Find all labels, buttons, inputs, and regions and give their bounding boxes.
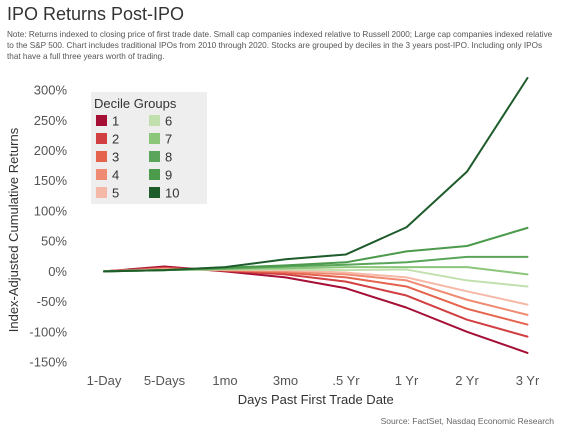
legend-label-5: 5	[112, 186, 119, 201]
y-tick-label: 0%	[48, 264, 67, 279]
source-note: Source: FactSet, Nasdaq Economic Researc…	[380, 416, 554, 426]
legend-label-7: 7	[165, 132, 172, 147]
legend-label-8: 8	[165, 150, 172, 165]
y-axis-title: Index-Adjusted Cumulative Returns	[6, 127, 21, 332]
series-lines	[103, 77, 529, 354]
x-tick-label: 1-Day	[87, 373, 122, 388]
legend-swatch-10	[149, 187, 160, 198]
legend-background	[91, 92, 207, 204]
series-line-2	[103, 266, 529, 338]
legend-swatch-3	[96, 151, 107, 162]
legend-swatch-2	[96, 133, 107, 144]
y-tick-label: 200%	[34, 143, 68, 158]
x-tick-label: 1 Yr	[395, 373, 419, 388]
legend-title: Decile Groups	[94, 96, 177, 111]
y-tick-label: -50%	[37, 294, 68, 309]
legend-label-10: 10	[165, 186, 179, 201]
y-tick-label: 250%	[34, 113, 68, 128]
x-tick-label: 1mo	[212, 373, 237, 388]
legend-swatch-9	[149, 169, 160, 180]
x-axis-title: Days Past First Trade Date	[238, 392, 394, 407]
legend-swatch-5	[96, 187, 107, 198]
y-tick-label: -100%	[29, 324, 67, 339]
y-axis: -150% -100% -50% 0% 50% 100% 150% 200% 250% 300%	[29, 83, 67, 370]
y-tick-label: -150%	[29, 355, 67, 370]
y-tick-label: 50%	[41, 234, 67, 249]
x-tick-label: 3mo	[273, 373, 298, 388]
y-tick-label: 100%	[34, 203, 68, 218]
legend-swatch-6	[149, 115, 160, 126]
legend-swatch-7	[149, 133, 160, 144]
x-tick-label: 5-Days	[144, 373, 186, 388]
chart-note: Note: Returns indexed to closing price o…	[7, 30, 553, 61]
series-line-3	[103, 267, 529, 326]
legend-swatch-1	[96, 115, 107, 126]
chart-title: IPO Returns Post-IPO	[7, 4, 185, 24]
legend-label-3: 3	[112, 150, 119, 165]
legend-swatch-4	[96, 169, 107, 180]
legend: Decile Groups 1 2 3 4 5 6 7 8 9 10	[91, 92, 207, 204]
x-tick-label: 3 Yr	[516, 373, 540, 388]
legend-label-6: 6	[165, 114, 172, 129]
series-line-10	[103, 77, 529, 273]
legend-label-2: 2	[112, 132, 119, 147]
y-tick-label: 150%	[34, 173, 68, 188]
legend-label-4: 4	[112, 168, 119, 183]
x-tick-label: 2 Yr	[455, 373, 479, 388]
x-tick-label: .5 Yr	[332, 373, 360, 388]
x-axis: 1-Day 5-Days 1mo 3mo .5 Yr 1 Yr 2 Yr 3 Yr	[87, 373, 540, 388]
legend-label-1: 1	[112, 114, 119, 129]
legend-swatch-8	[149, 151, 160, 162]
legend-label-9: 9	[165, 168, 172, 183]
y-tick-label: 300%	[34, 83, 68, 98]
